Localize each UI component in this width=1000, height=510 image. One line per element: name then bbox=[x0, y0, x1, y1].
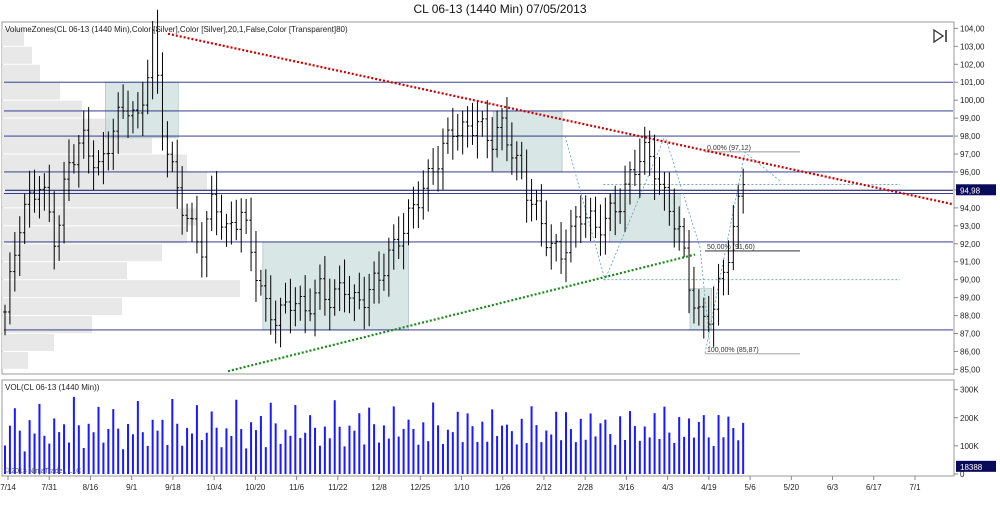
profile-bar bbox=[2, 118, 110, 136]
volume-panel-frame bbox=[1, 379, 955, 477]
value-area-zone bbox=[105, 81, 179, 139]
pattern-guide bbox=[564, 134, 711, 348]
time-tick-label: 9/1 bbox=[126, 483, 138, 492]
fib-level-label: 0,00% (97,12) bbox=[707, 145, 751, 152]
profile-bar bbox=[2, 172, 207, 190]
price-tick-label: 98,00 bbox=[960, 132, 981, 141]
time-tick-label: 10/4 bbox=[206, 483, 222, 492]
volume-tick-label: 300K bbox=[960, 386, 979, 395]
profile-bar bbox=[2, 226, 187, 244]
time-tick-label: 5/20 bbox=[784, 483, 800, 492]
price-tick-label: 99,00 bbox=[960, 114, 981, 123]
price-tick-label: 102,00 bbox=[960, 60, 985, 69]
time-tick-label: 9/18 bbox=[165, 483, 181, 492]
time-tick-label: 1/10 bbox=[454, 483, 470, 492]
trend-lines bbox=[167, 32, 954, 373]
profile-bar bbox=[2, 46, 32, 64]
value-area-zone bbox=[492, 110, 563, 173]
chart-title: CL 06-13 (1440 Min) 07/05/2013 bbox=[413, 2, 587, 16]
profile-bar bbox=[2, 28, 24, 46]
price-tick-label: 94,00 bbox=[960, 204, 981, 213]
time-tick-label: 12/25 bbox=[410, 483, 431, 492]
time-tick-label: 12/8 bbox=[371, 483, 387, 492]
profile-bar bbox=[2, 100, 82, 118]
volume-profile bbox=[2, 28, 240, 369]
profile-bar bbox=[2, 298, 122, 316]
profile-bar bbox=[2, 351, 28, 369]
copyright-text: © 2013 NinjaTrader, LLC bbox=[4, 467, 81, 475]
time-tick-label: 4/19 bbox=[701, 483, 717, 492]
value-area-zone bbox=[609, 193, 681, 243]
price-tick-label: 100,00 bbox=[960, 96, 985, 105]
profile-bar bbox=[2, 136, 152, 154]
profile-bar bbox=[2, 262, 127, 280]
support-trend-line bbox=[227, 253, 696, 373]
time-tick-label: 6/3 bbox=[827, 483, 839, 492]
price-tick-label: 97,00 bbox=[960, 150, 981, 159]
time-tick-label: 7/14 bbox=[0, 483, 16, 492]
time-tick-label: 5/6 bbox=[745, 483, 757, 492]
time-tick-label: 10/20 bbox=[245, 483, 266, 492]
profile-bar bbox=[2, 82, 60, 100]
price-tick-label: 85,00 bbox=[960, 365, 981, 374]
profile-bar bbox=[2, 64, 40, 82]
price-tick-label: 101,00 bbox=[960, 78, 985, 87]
price-tick-label: 104,00 bbox=[960, 24, 985, 33]
volume-tick-label: 0 bbox=[960, 470, 965, 479]
price-tick-label: 93,00 bbox=[960, 222, 981, 231]
fib-guide bbox=[704, 151, 781, 354]
price-tick-label: 89,00 bbox=[960, 294, 981, 303]
profile-bar bbox=[2, 316, 92, 334]
time-axis: 7/14 7/31 8/16 9/1 9/18 10/4 10/20 11/6 11/22 12/… bbox=[0, 476, 921, 492]
volume-tick-label: 200K bbox=[960, 414, 979, 423]
profile-bar bbox=[2, 190, 177, 208]
time-tick-label: 6/17 bbox=[866, 483, 882, 492]
time-tick-label: 1/26 bbox=[495, 483, 511, 492]
indicator-label: VolumeZones(CL 06-13 (1440 Min),Color [S… bbox=[5, 25, 348, 34]
price-tick-label: 96,00 bbox=[960, 168, 981, 177]
last-price-marker: 94,98 bbox=[956, 184, 996, 196]
value-area-zone bbox=[262, 241, 409, 331]
volume-axis: 300K 200K 100K 0 bbox=[954, 386, 979, 479]
volume-panel-label: VOL(CL 06-13 (1440 Min)) bbox=[5, 383, 100, 392]
time-tick-label: 4/3 bbox=[662, 483, 674, 492]
fib-level-label: 100,00% (85,87) bbox=[707, 347, 759, 354]
svg-text:18388: 18388 bbox=[960, 463, 983, 472]
price-tick-label: 87,00 bbox=[960, 330, 981, 339]
price-tick-label: 90,00 bbox=[960, 276, 981, 285]
fib-level-label: 50,00% (91,60) bbox=[707, 244, 755, 251]
price-tick-label: 88,00 bbox=[960, 312, 981, 321]
price-bars bbox=[3, 9, 745, 348]
volume-tick-label: 100K bbox=[960, 442, 979, 451]
profile-bar bbox=[2, 334, 54, 351]
time-tick-label: 7/1 bbox=[909, 483, 921, 492]
profile-bar bbox=[2, 280, 240, 298]
profile-bar bbox=[2, 244, 162, 262]
profile-bar bbox=[2, 154, 187, 172]
volume-bars bbox=[4, 396, 745, 474]
time-tick-label: 11/22 bbox=[328, 483, 348, 492]
play-to-end-icon[interactable] bbox=[932, 28, 950, 44]
time-tick-label: 2/12 bbox=[536, 483, 552, 492]
time-tick-label: 8/16 bbox=[83, 483, 99, 492]
resistance-trend-line bbox=[167, 32, 954, 206]
time-tick-label: 7/31 bbox=[41, 483, 57, 492]
time-tick-label: 11/6 bbox=[289, 483, 305, 492]
price-tick-label: 86,00 bbox=[960, 347, 981, 356]
time-tick-label: 2/28 bbox=[577, 483, 593, 492]
price-axis: 104,00 103,00 102,00 101,00 100,00 99,00 98,00… bbox=[954, 24, 985, 374]
last-volume-marker: 18388 bbox=[956, 460, 996, 472]
price-tick-label: 92,00 bbox=[960, 240, 981, 249]
time-tick-label: 3/16 bbox=[619, 483, 635, 492]
price-tick-label: 103,00 bbox=[960, 42, 985, 51]
profile-bar bbox=[2, 208, 197, 226]
svg-text:94,98: 94,98 bbox=[960, 186, 981, 195]
price-tick-label: 91,00 bbox=[960, 258, 981, 267]
